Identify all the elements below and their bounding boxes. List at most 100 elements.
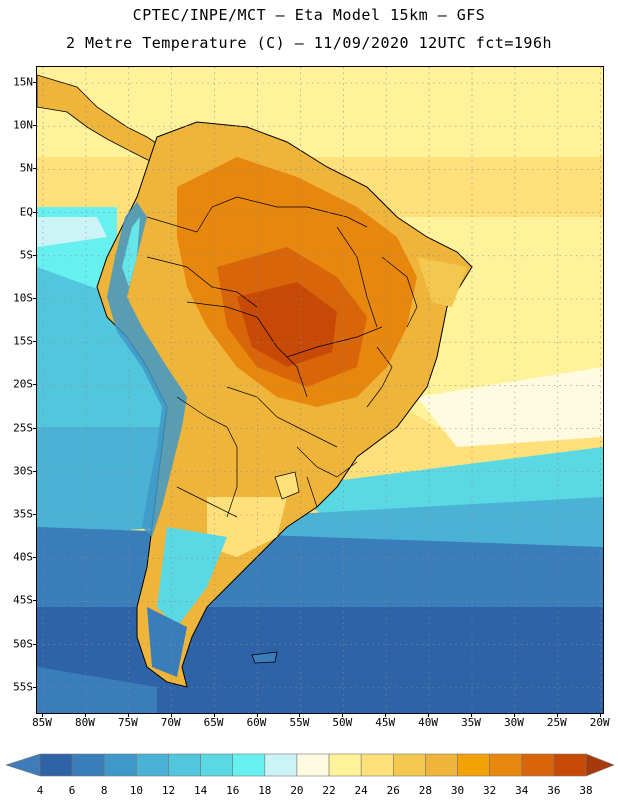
lon-label: 25W (546, 716, 567, 729)
map-canvas (37, 67, 603, 713)
colorbar-bin (136, 753, 169, 777)
colorbar-level-label: 24 (354, 784, 368, 797)
lat-tick (33, 514, 37, 515)
lon-tick (385, 713, 387, 717)
lat-lon-gridlines (37, 67, 603, 713)
lon-label: 20W (589, 716, 610, 729)
lon-label: 75W (117, 716, 138, 729)
lat-tick (33, 211, 37, 213)
lat-tick (33, 125, 37, 127)
lon-tick (513, 713, 515, 717)
andes-cold-strip (107, 202, 187, 537)
colorbar-bin (103, 753, 137, 777)
lat-label: 45S (13, 593, 33, 607)
lat-tick (33, 298, 37, 299)
colorbar-bin (39, 753, 73, 777)
colorbar-bin (360, 753, 394, 777)
colorbar-bin (264, 753, 298, 777)
andes-highland-strip (122, 217, 140, 287)
lat-tick (33, 254, 37, 256)
colorbar-level-label: 16 (226, 784, 240, 797)
lon-label: 45W (375, 716, 396, 729)
colorbar-level-label: 30 (450, 784, 465, 797)
lat-tick (33, 168, 37, 170)
colorbar-level-label: 20 (290, 784, 304, 797)
lat-tick (33, 341, 37, 343)
colorbar-level-label: 36 (547, 784, 561, 797)
colorbar-bin (489, 753, 523, 777)
title-line-2: 2 Metre Temperature (C) – 11/09/2020 12U… (65, 34, 553, 52)
lon-label: 35W (461, 716, 481, 729)
lat-label: 50S (13, 637, 33, 651)
lon-tick (599, 713, 601, 717)
lat-label: 15N (13, 75, 33, 89)
colorbar-level-label: 4 (36, 784, 44, 797)
colorbar-level-label: 32 (483, 784, 497, 797)
lon-label: 80W (74, 716, 95, 729)
title-line-1: CPTEC/INPE/MCT – Eta Model 15km – GFS (132, 6, 486, 24)
colorbar-under-arrow (5, 753, 41, 777)
lat-label: EQ (19, 205, 33, 219)
lat-tick (33, 384, 37, 386)
lon-tick (471, 713, 472, 717)
lat-label: 25S (13, 421, 33, 435)
ne-brazil-coast-zone (417, 257, 467, 307)
lat-tick (33, 427, 37, 429)
lat-label: 10S (13, 291, 33, 305)
colorbar-level-label: 18 (258, 784, 272, 797)
lon-label: 60W (246, 716, 267, 729)
lon-label: 50W (332, 716, 353, 729)
lat-tick (33, 470, 37, 472)
falkland-islands (251, 651, 278, 664)
pacific-warm-strip (37, 217, 107, 247)
pacific-mid-field (37, 267, 187, 447)
country-borders (146, 196, 418, 518)
lon-label: 55W (289, 716, 310, 729)
lat-label: 5S (19, 248, 33, 262)
lat-tick (33, 82, 37, 83)
lon-label: 70W (160, 716, 181, 729)
lat-label: 15S (13, 334, 33, 348)
colorbar-over-arrow (585, 753, 615, 777)
colorbar-bin (392, 753, 426, 777)
lon-tick (84, 713, 86, 717)
colorbar-bin (232, 753, 266, 777)
colorbar-level-label: 8 (100, 784, 108, 797)
lon-tick (42, 713, 43, 717)
colorbar-level-label: 34 (515, 784, 529, 797)
lat-label: 55S (13, 680, 33, 694)
lon-label: 30W (503, 716, 524, 729)
colorbar-bin (71, 753, 105, 777)
lat-tick (33, 600, 37, 602)
colorbar-bin (425, 753, 458, 777)
lon-tick (299, 713, 301, 717)
lat-label: 40S (13, 550, 33, 564)
colorbar-level-label: 10 (129, 784, 143, 797)
colorbar-bin (328, 753, 362, 777)
temperature-map (36, 66, 604, 714)
colorbar-level-label: 28 (418, 784, 433, 797)
colorbar-level-label: 38 (579, 784, 593, 797)
lon-label: 85W (32, 716, 52, 729)
lon-tick (170, 713, 172, 717)
colorbar-bin (521, 753, 555, 777)
lat-label: 30S (13, 464, 33, 478)
colorbar-bin (296, 753, 330, 777)
lon-label: 40W (418, 716, 439, 729)
colorbar-level-label: 26 (386, 784, 400, 797)
patagonia-zone (157, 527, 227, 627)
lon-tick (428, 713, 430, 717)
colorbar-level-label: 14 (193, 784, 208, 797)
southern-ocean-band (37, 667, 157, 713)
atlantic-subtropical-field (417, 367, 603, 447)
lat-label: 20S (13, 377, 33, 391)
temperature-colorbar (5, 753, 615, 777)
lon-tick (213, 713, 215, 717)
colorbar-level-label: 6 (68, 784, 76, 797)
colorbar-bin (553, 753, 587, 777)
colorbar-bin (168, 753, 201, 777)
lat-tick (33, 557, 37, 559)
colorbar-bin (457, 753, 490, 777)
lat-label: 35S (13, 507, 33, 521)
mato-grosso-peak-zone (237, 282, 337, 367)
